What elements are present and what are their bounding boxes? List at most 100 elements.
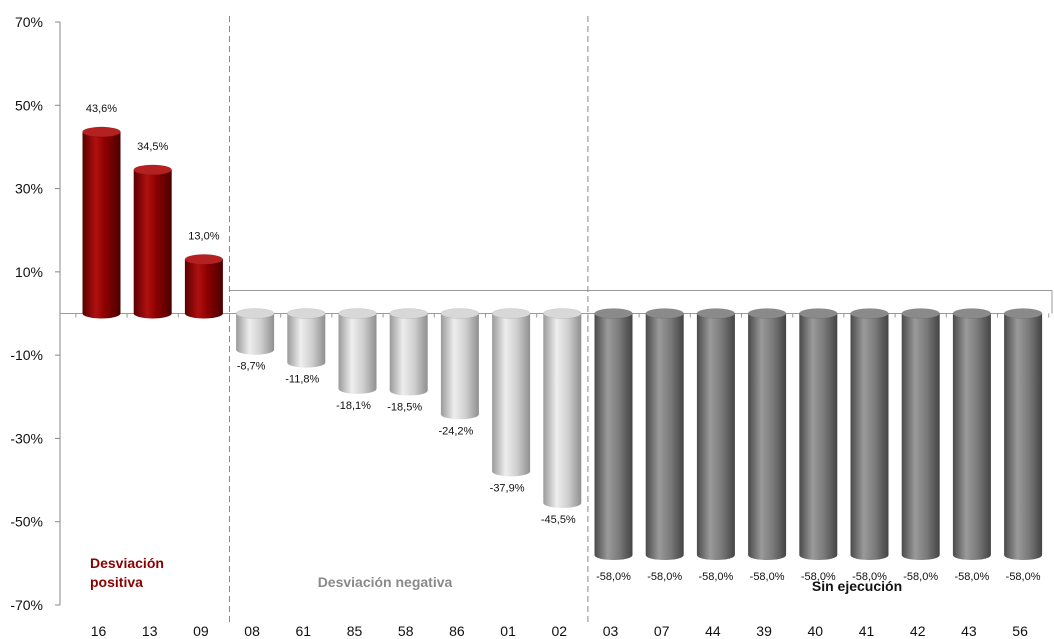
bar-41 [850,308,889,561]
bar-44 [696,308,736,561]
bar-body [236,313,275,355]
y-tick-label: 30% [15,181,43,197]
value-label: 13,0% [188,230,219,242]
bar-body [952,313,991,561]
category-label: 39 [756,623,772,639]
bar-cap [799,308,838,319]
bar-cap [1003,308,1043,319]
y-tick-label: -30% [10,430,43,446]
category-label: 09 [193,623,209,639]
bar-body [594,313,633,561]
bar-body [389,313,428,396]
value-label: -24,2% [438,425,473,437]
bar-03 [594,308,633,561]
bar-43 [952,308,992,561]
value-label: -58,0% [954,571,989,583]
value-label: -58,0% [698,571,733,583]
category-label: 40 [808,623,824,639]
category-label: 08 [244,623,260,639]
value-label: -58,0% [903,571,938,583]
category-label: 86 [449,623,465,639]
value-label: -37,9% [490,482,525,494]
category-label: 41 [859,623,875,639]
value-label: -58,0% [1006,571,1041,583]
bar-body [287,313,326,368]
value-label: -58,0% [647,571,682,583]
value-label: -18,1% [336,400,371,412]
value-label: -18,5% [387,402,422,414]
bar-body [748,313,787,561]
bar-cap [440,308,480,319]
bar-body [82,131,121,319]
value-label: -58,0% [596,571,631,583]
bar-cap [747,308,787,319]
value-label: 43,6% [86,103,117,115]
bar-40 [799,308,838,561]
bar-body [492,313,531,477]
bar-cap [594,308,633,319]
bar-body [645,313,684,561]
bar-cap [184,254,224,265]
bar-body [799,313,838,561]
bar-07 [645,308,684,561]
bar-cap [338,308,377,319]
bar-cap [389,308,428,319]
bar-body [184,259,223,319]
bar-86 [440,308,480,420]
bar-cap [543,308,582,319]
bar-58 [389,308,428,396]
category-label: 07 [654,623,670,639]
category-label: 01 [500,623,516,639]
bar-01 [491,308,531,477]
bar-61 [287,308,326,368]
category-label: 61 [296,623,312,639]
y-tick-label: -50% [10,514,43,530]
bar-body [1004,313,1043,561]
bar-body [696,313,735,561]
bar-02 [543,308,582,508]
section-label: Sin ejecución [812,578,902,594]
section-label: Desviación negativa [318,574,453,590]
bar-cap [491,308,531,319]
bar-body [850,313,889,561]
y-tick-label: 70% [15,14,43,30]
category-label: 56 [1012,623,1028,639]
value-label: -45,5% [541,514,576,526]
category-label: 03 [603,623,619,639]
category-label: 44 [705,623,721,639]
section-label: Desviación positiva [90,555,164,590]
bar-body [440,313,479,420]
bar-cap [82,126,121,138]
value-label: 34,5% [137,141,168,153]
bar-cap [901,308,940,319]
y-tick-label: -10% [10,347,43,363]
value-label: -58,0% [750,571,785,583]
bar-body [901,313,940,561]
bar-13 [133,164,172,319]
bar-85 [338,308,377,394]
bar-09 [184,254,224,319]
category-label: 58 [398,623,414,639]
bar-cap [133,164,172,176]
bar-08 [235,308,275,355]
bar-body [133,169,172,319]
bar-cap [235,308,275,319]
category-label: 42 [910,623,926,639]
bar-cap [645,308,684,319]
category-label: 13 [142,623,158,639]
value-label: -8,7% [237,361,266,373]
value-label: -11,8% [285,374,319,386]
bar-cap [850,308,889,319]
bar-42 [901,308,940,561]
bar-body [543,313,582,508]
category-label: 02 [552,623,568,639]
y-tick-label: -70% [10,597,43,613]
bar-cap [696,308,736,319]
value-label: -58,0% [852,571,887,583]
bar-16 [82,126,121,319]
bar-cap [952,308,992,319]
bar-body [338,313,377,394]
category-label: 43 [961,623,977,639]
category-label: 16 [91,623,107,639]
